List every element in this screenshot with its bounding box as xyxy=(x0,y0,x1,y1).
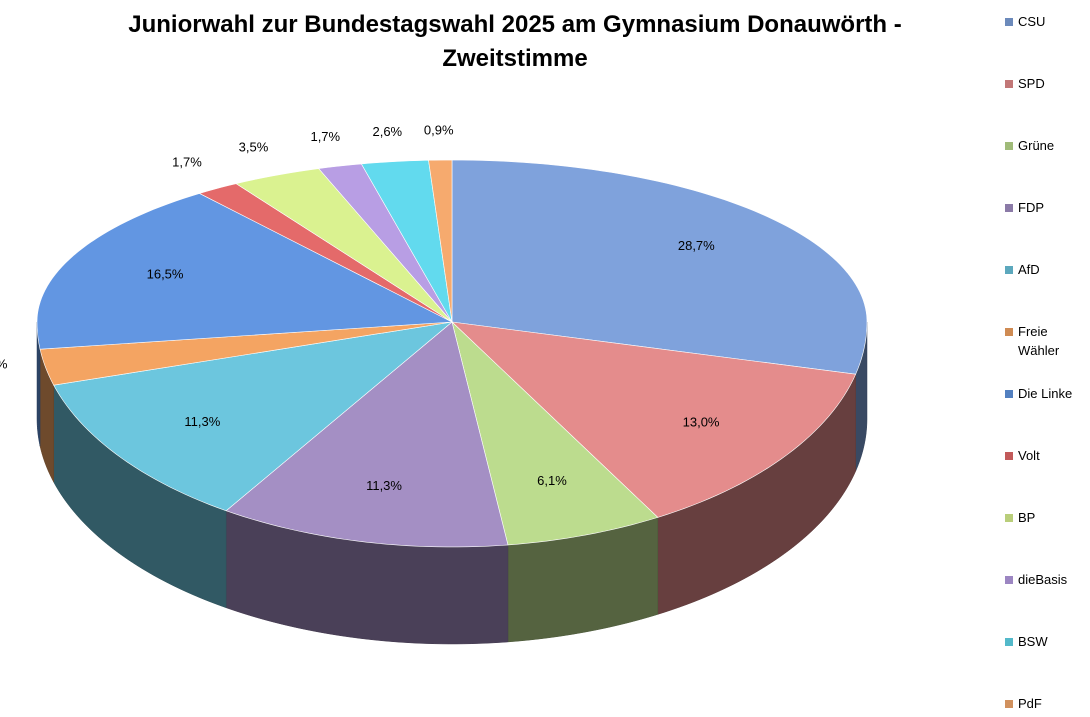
legend-label: SPD xyxy=(1018,76,1045,91)
slice xyxy=(428,159,453,323)
legend-label: PdF xyxy=(1018,696,1042,711)
slice xyxy=(451,321,659,546)
legend-swatch xyxy=(1005,576,1013,584)
legend-swatch xyxy=(1005,266,1013,274)
data-label: 11,3% xyxy=(366,478,402,493)
legend-swatch xyxy=(1005,18,1013,26)
legend-item: FDP xyxy=(1005,200,1088,217)
legend-swatch xyxy=(1005,390,1013,398)
legend-label: Freie Wähler xyxy=(1018,324,1060,358)
data-label: 16,5% xyxy=(147,266,184,281)
data-label: 2,6% xyxy=(372,124,402,139)
legend-swatch xyxy=(1005,204,1013,212)
legend-item: AfD xyxy=(1005,262,1088,279)
legend-label: CSU xyxy=(1018,14,1046,29)
slice xyxy=(39,321,453,386)
slice xyxy=(53,321,454,512)
legend-swatch xyxy=(1005,638,1013,646)
legend-swatch xyxy=(1005,80,1013,88)
legend-swatch xyxy=(1005,514,1013,522)
data-label: 13,0% xyxy=(683,415,720,430)
slice xyxy=(360,159,453,323)
slice xyxy=(318,163,453,323)
slice xyxy=(225,321,509,548)
chart-title: Juniorwahl zur Bundestagswahl 2025 am Gy… xyxy=(128,11,902,72)
data-label: 2,6% xyxy=(0,357,8,372)
pie-area: 28,7% 13,0% 6,1% 11,3% 11,3% 2,6% 16,5% 1,7% 3,5… xyxy=(0,122,868,645)
legend-item: Freie Wähler xyxy=(1005,324,1088,360)
slice xyxy=(235,168,453,323)
legend-label: FDP xyxy=(1018,200,1044,215)
data-label: 11,3% xyxy=(184,414,220,429)
data-label: 3,5% xyxy=(239,140,269,155)
legend-swatch xyxy=(1005,142,1013,150)
legend-label: Volt xyxy=(1018,448,1040,463)
legend-label: BSW xyxy=(1018,634,1048,649)
data-label: 28,7% xyxy=(678,238,715,253)
legend-item: CSU xyxy=(1005,14,1088,31)
legend-item: Volt xyxy=(1005,448,1088,465)
slice xyxy=(451,321,857,518)
slice xyxy=(451,159,868,375)
legend-label: BP xyxy=(1018,510,1036,525)
legend-swatch xyxy=(1005,452,1013,460)
legend-label: dieBasis xyxy=(1018,572,1068,587)
data-label: 1,7% xyxy=(172,154,202,169)
legend-item: BSW xyxy=(1005,634,1088,651)
legend-item: Grüne xyxy=(1005,138,1088,155)
legend-swatch xyxy=(1005,328,1013,336)
slice xyxy=(198,183,453,323)
legend-item: SPD xyxy=(1005,76,1088,93)
legend-item: PdF xyxy=(1005,696,1088,713)
slice xyxy=(36,193,454,350)
legend-label: AfD xyxy=(1018,262,1040,277)
legend-item: dieBasis xyxy=(1005,572,1088,589)
legend-item: BP xyxy=(1005,510,1088,527)
data-label: 1,7% xyxy=(310,129,340,144)
legend-label: Grüne xyxy=(1018,138,1055,153)
legend-label: Die Linke xyxy=(1018,386,1073,401)
data-label: 6,1% xyxy=(537,473,567,488)
legend-item: Die Linke xyxy=(1005,386,1088,403)
legend-swatch xyxy=(1005,700,1013,708)
data-label: 0,9% xyxy=(424,122,454,137)
